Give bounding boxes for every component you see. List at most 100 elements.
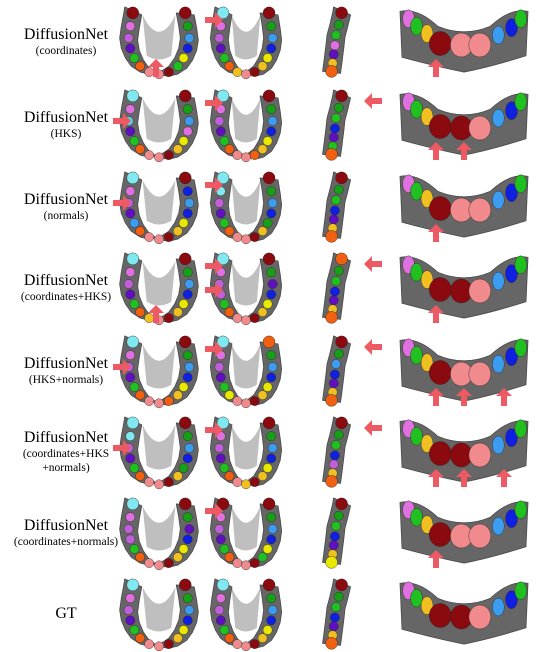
tooth — [331, 113, 341, 123]
tooth — [333, 184, 344, 195]
tooth — [333, 429, 344, 440]
jaw-view-4 — [399, 419, 529, 483]
tooth — [216, 372, 226, 383]
tooth — [429, 31, 452, 56]
tooth — [492, 597, 505, 617]
tooth — [241, 152, 251, 163]
tooth — [328, 49, 339, 60]
error-arrow-icon — [205, 95, 223, 111]
figure-row: DiffusionNet (coordinates+HKS) — [0, 248, 550, 326]
tooth — [492, 25, 505, 45]
error-arrow-icon — [205, 503, 223, 519]
tooth — [219, 136, 230, 146]
jaw-view-4 — [399, 581, 529, 645]
tooth — [330, 531, 340, 542]
error-arrow-icon — [205, 258, 223, 274]
tooth — [216, 416, 230, 430]
tooth — [514, 255, 527, 275]
tooth — [164, 477, 174, 487]
tooth — [178, 53, 189, 63]
error-arrow-icon — [148, 305, 164, 323]
tooth — [410, 346, 423, 365]
error-arrow-icon — [456, 388, 472, 406]
tooth — [266, 593, 277, 604]
tooth — [179, 6, 192, 20]
tooth — [262, 6, 276, 20]
tooth — [184, 524, 195, 534]
tooth — [129, 53, 140, 63]
tooth — [468, 278, 492, 304]
tooth — [179, 89, 192, 103]
tooth — [125, 512, 136, 523]
tooth — [468, 361, 492, 387]
jaw-view-3 — [322, 89, 351, 161]
tooth — [325, 475, 338, 488]
tooth — [267, 524, 278, 534]
tooth — [420, 107, 434, 126]
tooth — [410, 589, 423, 608]
tooth — [325, 556, 338, 569]
tooth — [492, 516, 505, 536]
error-arrow-icon — [428, 469, 444, 487]
tooth — [331, 195, 341, 205]
tooth — [492, 108, 505, 128]
tooth — [129, 544, 140, 554]
tooth — [330, 612, 340, 623]
tooth — [325, 311, 338, 324]
tooth — [184, 33, 195, 43]
tooth — [333, 510, 344, 521]
palate — [231, 425, 261, 470]
palate — [231, 180, 261, 225]
tooth — [126, 416, 139, 430]
tooth — [178, 218, 189, 228]
tooth — [178, 136, 189, 146]
tooth — [182, 512, 193, 523]
error-arrow-icon — [205, 12, 223, 28]
tooth — [232, 150, 243, 160]
row-title: DiffusionNet — [23, 355, 109, 372]
tooth — [267, 33, 278, 43]
figure-row: DiffusionNet (coordinates) — [0, 2, 550, 80]
tooth — [144, 396, 154, 406]
tooth — [514, 419, 527, 439]
tooth — [182, 453, 193, 464]
tooth — [468, 442, 492, 468]
row-label: DiffusionNet (HKS+normals) — [0, 354, 132, 387]
error-arrow-icon — [205, 282, 223, 298]
error-arrow-icon — [364, 93, 382, 109]
jaw-view-1 — [119, 335, 199, 409]
tooth — [330, 369, 340, 380]
tooth — [328, 621, 339, 632]
tooth — [241, 560, 251, 571]
jaw-view-3 — [322, 416, 351, 488]
tooth — [144, 639, 154, 649]
tooth — [126, 89, 139, 103]
tooth — [266, 431, 277, 442]
tooth — [267, 443, 278, 453]
palate — [231, 344, 261, 389]
tooth — [125, 126, 136, 137]
tooth — [267, 279, 278, 289]
tooth — [179, 171, 192, 185]
tooth — [125, 208, 136, 219]
tooth — [123, 605, 134, 615]
tooth — [123, 33, 134, 43]
tooth — [182, 431, 193, 442]
tooth — [331, 276, 341, 286]
tooth — [241, 69, 251, 80]
error-arrow-icon — [428, 59, 444, 77]
row-label: GT — [0, 604, 132, 623]
jaw-view-4 — [399, 255, 529, 319]
tooth — [335, 416, 348, 430]
tooth — [125, 21, 136, 32]
tooth — [182, 21, 193, 32]
jaw-view-1 — [119, 89, 199, 163]
jaw-view-1 — [119, 252, 199, 326]
tooth — [505, 18, 518, 37]
tooth — [257, 307, 268, 317]
jaw-view-3 — [322, 578, 351, 650]
tooth — [125, 43, 136, 54]
tooth — [125, 289, 136, 300]
tooth — [164, 558, 174, 568]
tooth — [257, 471, 268, 481]
